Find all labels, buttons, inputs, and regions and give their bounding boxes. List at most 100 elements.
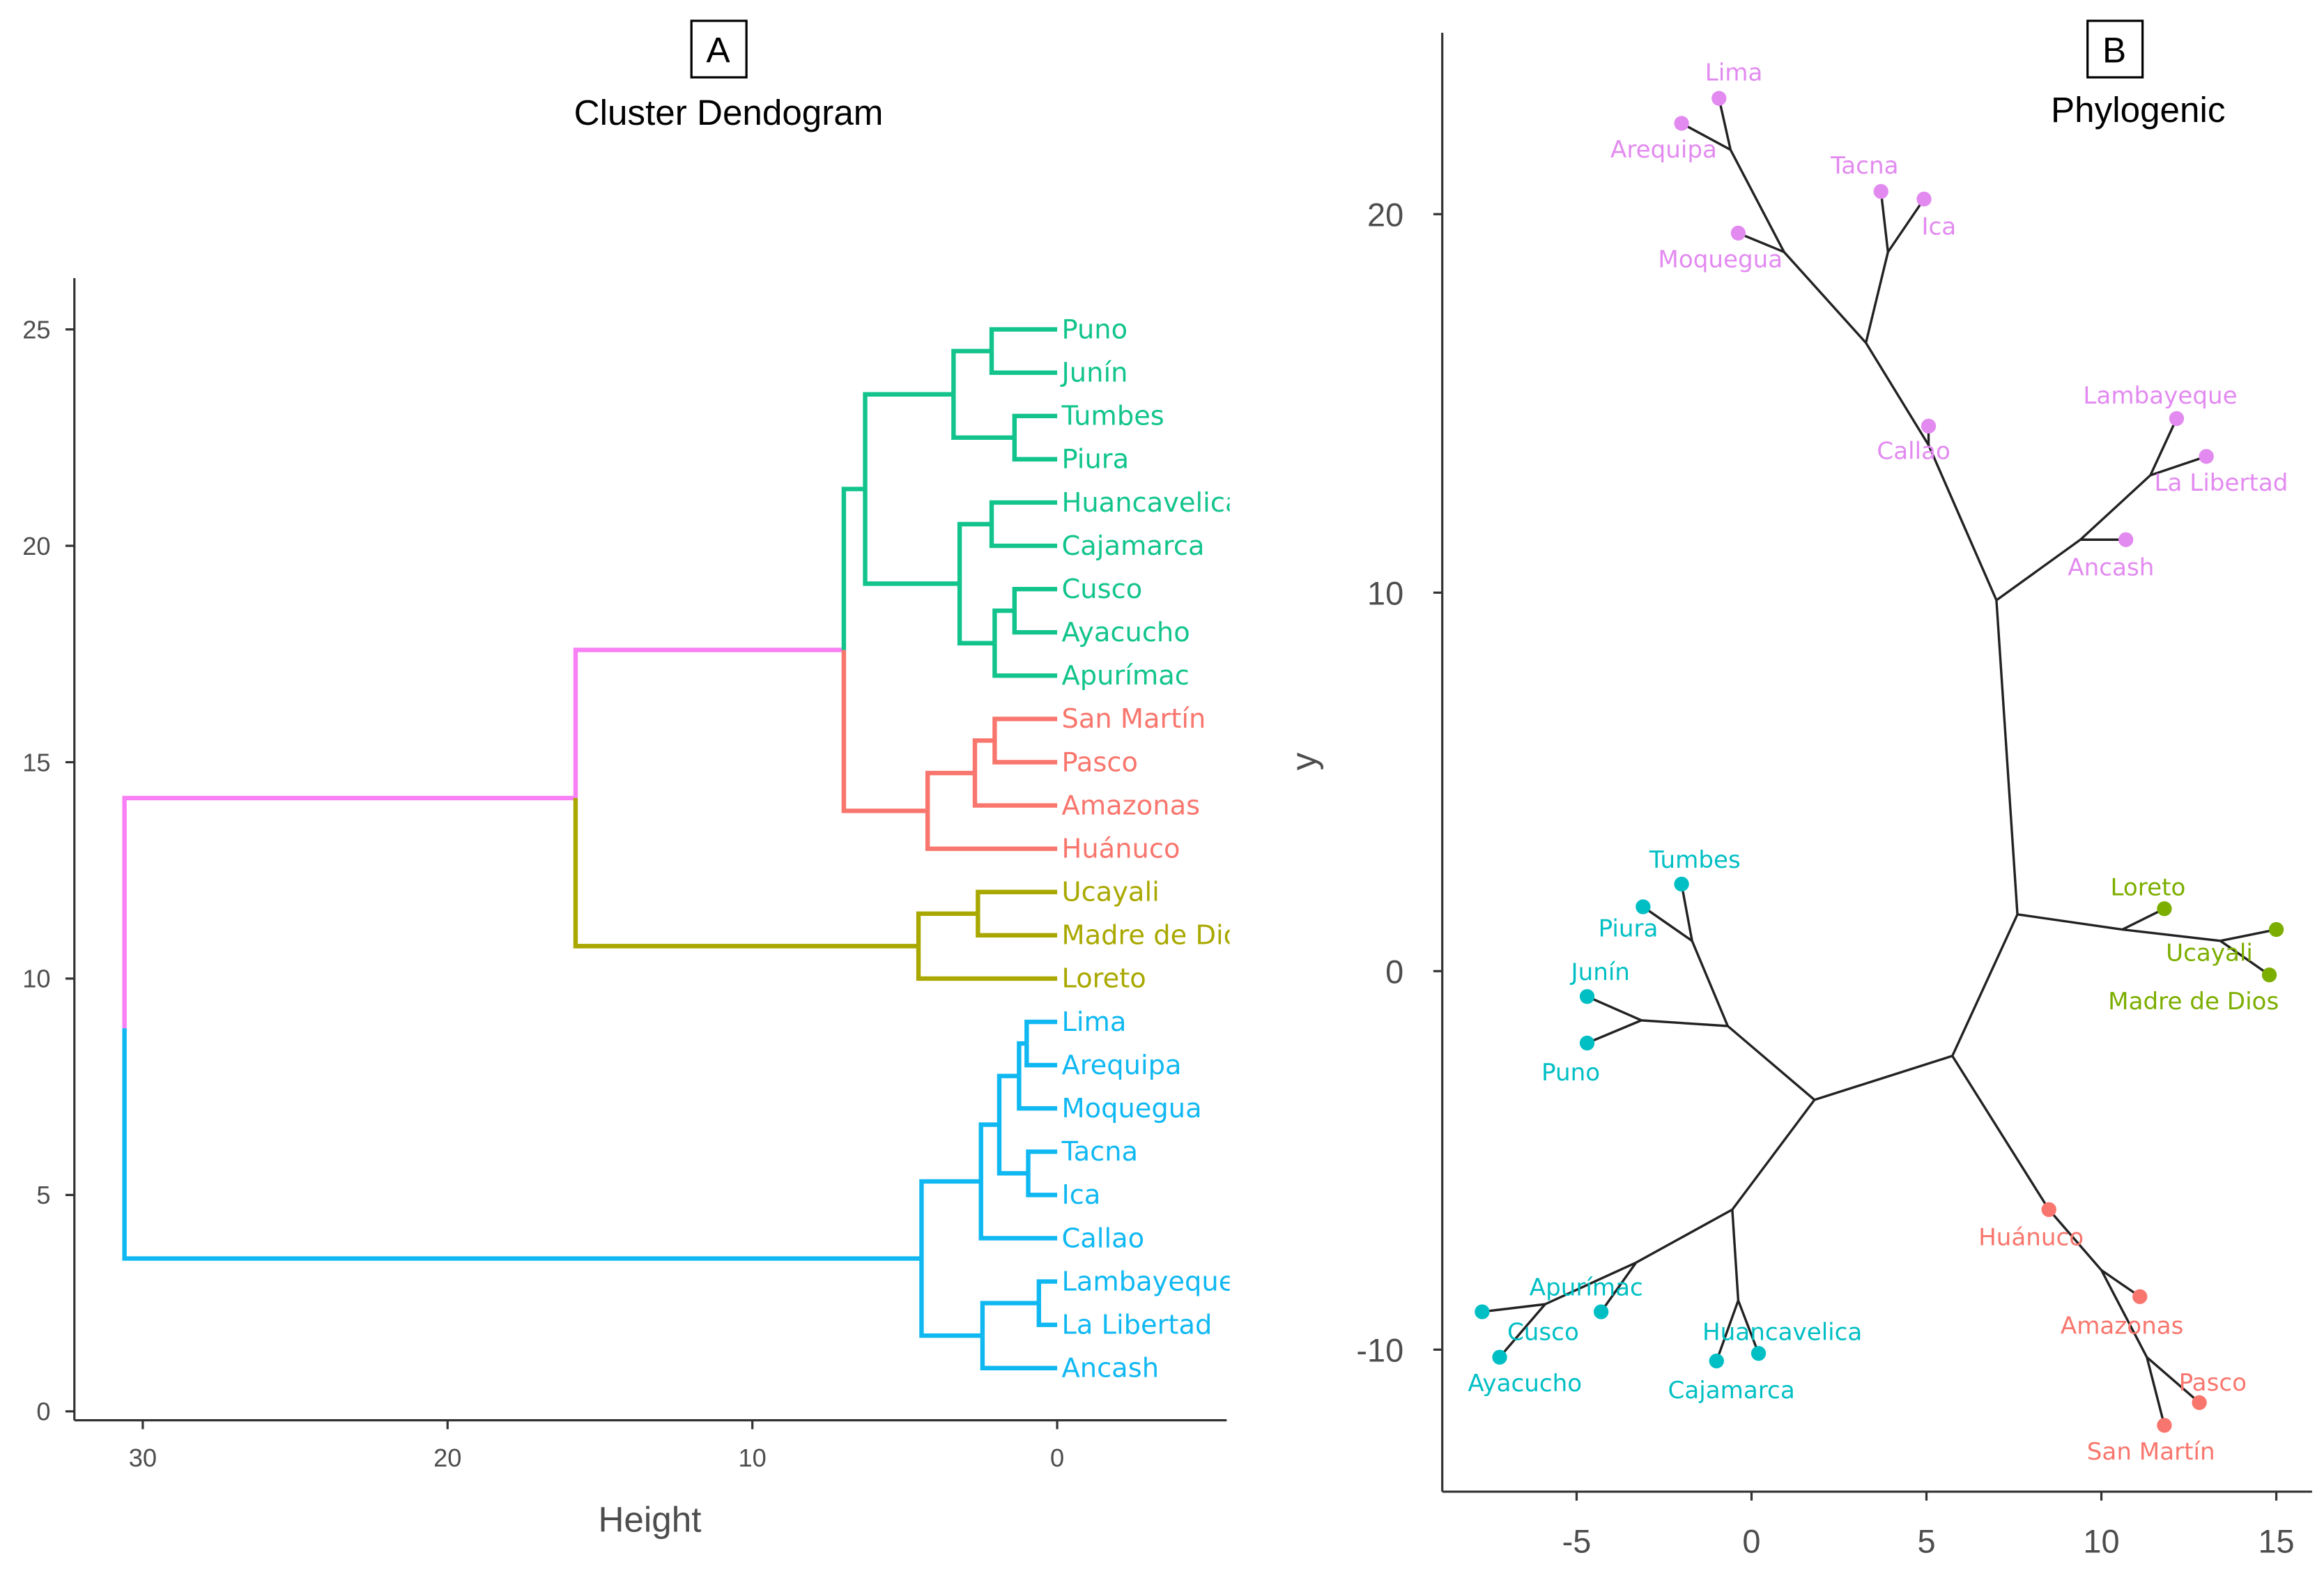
tree-edge: [1814, 1055, 1953, 1101]
tip-point: [1492, 1349, 1507, 1365]
tip-label: Lima: [1705, 59, 1763, 86]
leaf-label: Piura: [1061, 444, 1129, 475]
tip-label: San Martín: [2087, 1438, 2215, 1466]
panel-a-title: Cluster Dendogram: [574, 93, 884, 132]
y-tick-label: 10: [1367, 575, 1403, 611]
tip-point: [2261, 967, 2277, 983]
leaf-label: Amazonas: [1061, 790, 1200, 821]
tip-label: Piura: [1599, 915, 1659, 943]
dendrogram-branch: [1012, 413, 1058, 438]
y-tick-label: 15: [22, 748, 50, 776]
dendrogram-branch: [978, 1181, 1058, 1241]
dendrogram-branch: [925, 811, 1058, 851]
dendrogram-branch: [996, 1073, 1019, 1125]
tip-point: [2041, 1202, 2056, 1218]
tip-label: La Libertad: [2155, 469, 2288, 497]
tip-label: Cusco: [1507, 1319, 1579, 1347]
dendrogram-branch: [1012, 437, 1058, 462]
panel-a-x-axis-label: Height: [598, 1500, 701, 1540]
panel-a-label: A: [707, 31, 731, 70]
panel-b-label: B: [2102, 31, 2126, 70]
tip-label: Huánuco: [1978, 1224, 2084, 1252]
tip-point: [1579, 988, 1595, 1004]
dendrogram-branch: [916, 911, 978, 947]
y-tick-label: -10: [1356, 1332, 1403, 1368]
dendrogram-branch: [863, 489, 960, 586]
tree-edge: [1729, 149, 1785, 253]
tip-point: [2192, 1395, 2207, 1410]
y-tick-label: 10: [22, 965, 50, 993]
tip-label: Arequipa: [1610, 136, 1717, 164]
x-tick-label: 10: [2083, 1524, 2119, 1560]
dendrogram-branch: [980, 1335, 1058, 1370]
dendrogram-branch: [863, 392, 954, 489]
tip-point: [2268, 921, 2284, 937]
tree-edge: [1680, 884, 1693, 942]
tip-label: Ancash: [2068, 553, 2154, 581]
tree-edge: [2219, 940, 2270, 977]
dendrogram-branch: [1036, 1303, 1058, 1327]
tip-label: Loreto: [2111, 873, 2186, 901]
panel-b-phylogenetic-tree: B Phylogenic -5 0 5 10 15 -10 0 10 20 Lima Arequi…: [1284, 20, 2312, 1560]
leaf-label: Moquegua: [1061, 1093, 1201, 1124]
leaf-label: Tumbes: [1061, 401, 1164, 432]
leaf-label: Apurímac: [1061, 660, 1189, 691]
dendrogram-branch: [573, 648, 844, 798]
leaf-label: Tacna: [1061, 1136, 1138, 1168]
x-tick-label: 20: [433, 1444, 461, 1472]
dendrogram-branch: [972, 738, 995, 774]
x-tick-label: 0: [1050, 1444, 1064, 1472]
dendrogram-branch: [1012, 586, 1058, 611]
tip-label: Cajamarca: [1668, 1377, 1794, 1405]
tree-edge: [1737, 231, 1785, 254]
tip-label: Tumbes: [1649, 846, 1741, 874]
tip-point: [1750, 1346, 1767, 1361]
dendrogram-branch: [1017, 1076, 1058, 1111]
x-tick-label: 5: [1917, 1524, 1935, 1560]
tree-edge: [1783, 251, 1867, 344]
tip-point: [2169, 411, 2185, 427]
tree-edge: [2100, 1269, 2148, 1358]
tip-label: Callao: [1877, 437, 1950, 465]
leaf-label: Callao: [1061, 1223, 1144, 1254]
dendrogram-branch: [1017, 1041, 1027, 1076]
tip-label: Moquegua: [1658, 245, 1783, 273]
tree-edge: [1731, 1209, 1740, 1301]
tree-edge: [2122, 928, 2221, 942]
tree-edge: [1865, 342, 1930, 446]
dendrogram-branch: [1024, 1019, 1058, 1044]
tree-edge: [1718, 98, 1732, 151]
tree-edge: [2100, 1269, 2141, 1298]
dendrogram-branch: [996, 1124, 1029, 1176]
tree-edge: [2219, 928, 2277, 942]
dendrogram-branch: [989, 500, 1058, 525]
tip-label: Ica: [1921, 213, 1956, 241]
tip-point: [1475, 1304, 1490, 1319]
panel-a-label-box: [690, 20, 748, 79]
tree-edge: [1737, 1300, 1760, 1354]
dendrogram-branch: [989, 351, 1058, 375]
dendrogram-branch: [992, 717, 1058, 741]
tree-edge: [2146, 1356, 2166, 1426]
leaf-label: Junín: [1060, 357, 1128, 388]
tip-point: [1579, 1035, 1595, 1051]
tree-edge: [1951, 914, 2019, 1057]
dendrogram-branch: [951, 349, 992, 395]
dendrogram-branch: [841, 650, 928, 813]
tree-edge: [1995, 600, 2019, 914]
leaf-label: Pasco: [1061, 747, 1138, 778]
dendrogram-branch: [976, 889, 1058, 914]
tree-edge: [2146, 1356, 2201, 1404]
y-tick-label: 20: [1367, 197, 1403, 233]
tip-point: [1593, 1304, 1609, 1319]
panel-b-label-box: [2086, 20, 2144, 79]
leaf-label: Cusco: [1061, 574, 1142, 605]
leaf-label: Huánuco: [1061, 833, 1180, 864]
tree-edge: [1731, 1099, 1816, 1211]
tip-point: [1709, 1353, 1724, 1369]
dendrogram-branch: [919, 1179, 981, 1259]
tree-edge: [1641, 1019, 1728, 1027]
dendrogram-branch: [916, 946, 1058, 981]
tree-edge: [1635, 1208, 1733, 1264]
tip-label: Puno: [1541, 1059, 1600, 1087]
